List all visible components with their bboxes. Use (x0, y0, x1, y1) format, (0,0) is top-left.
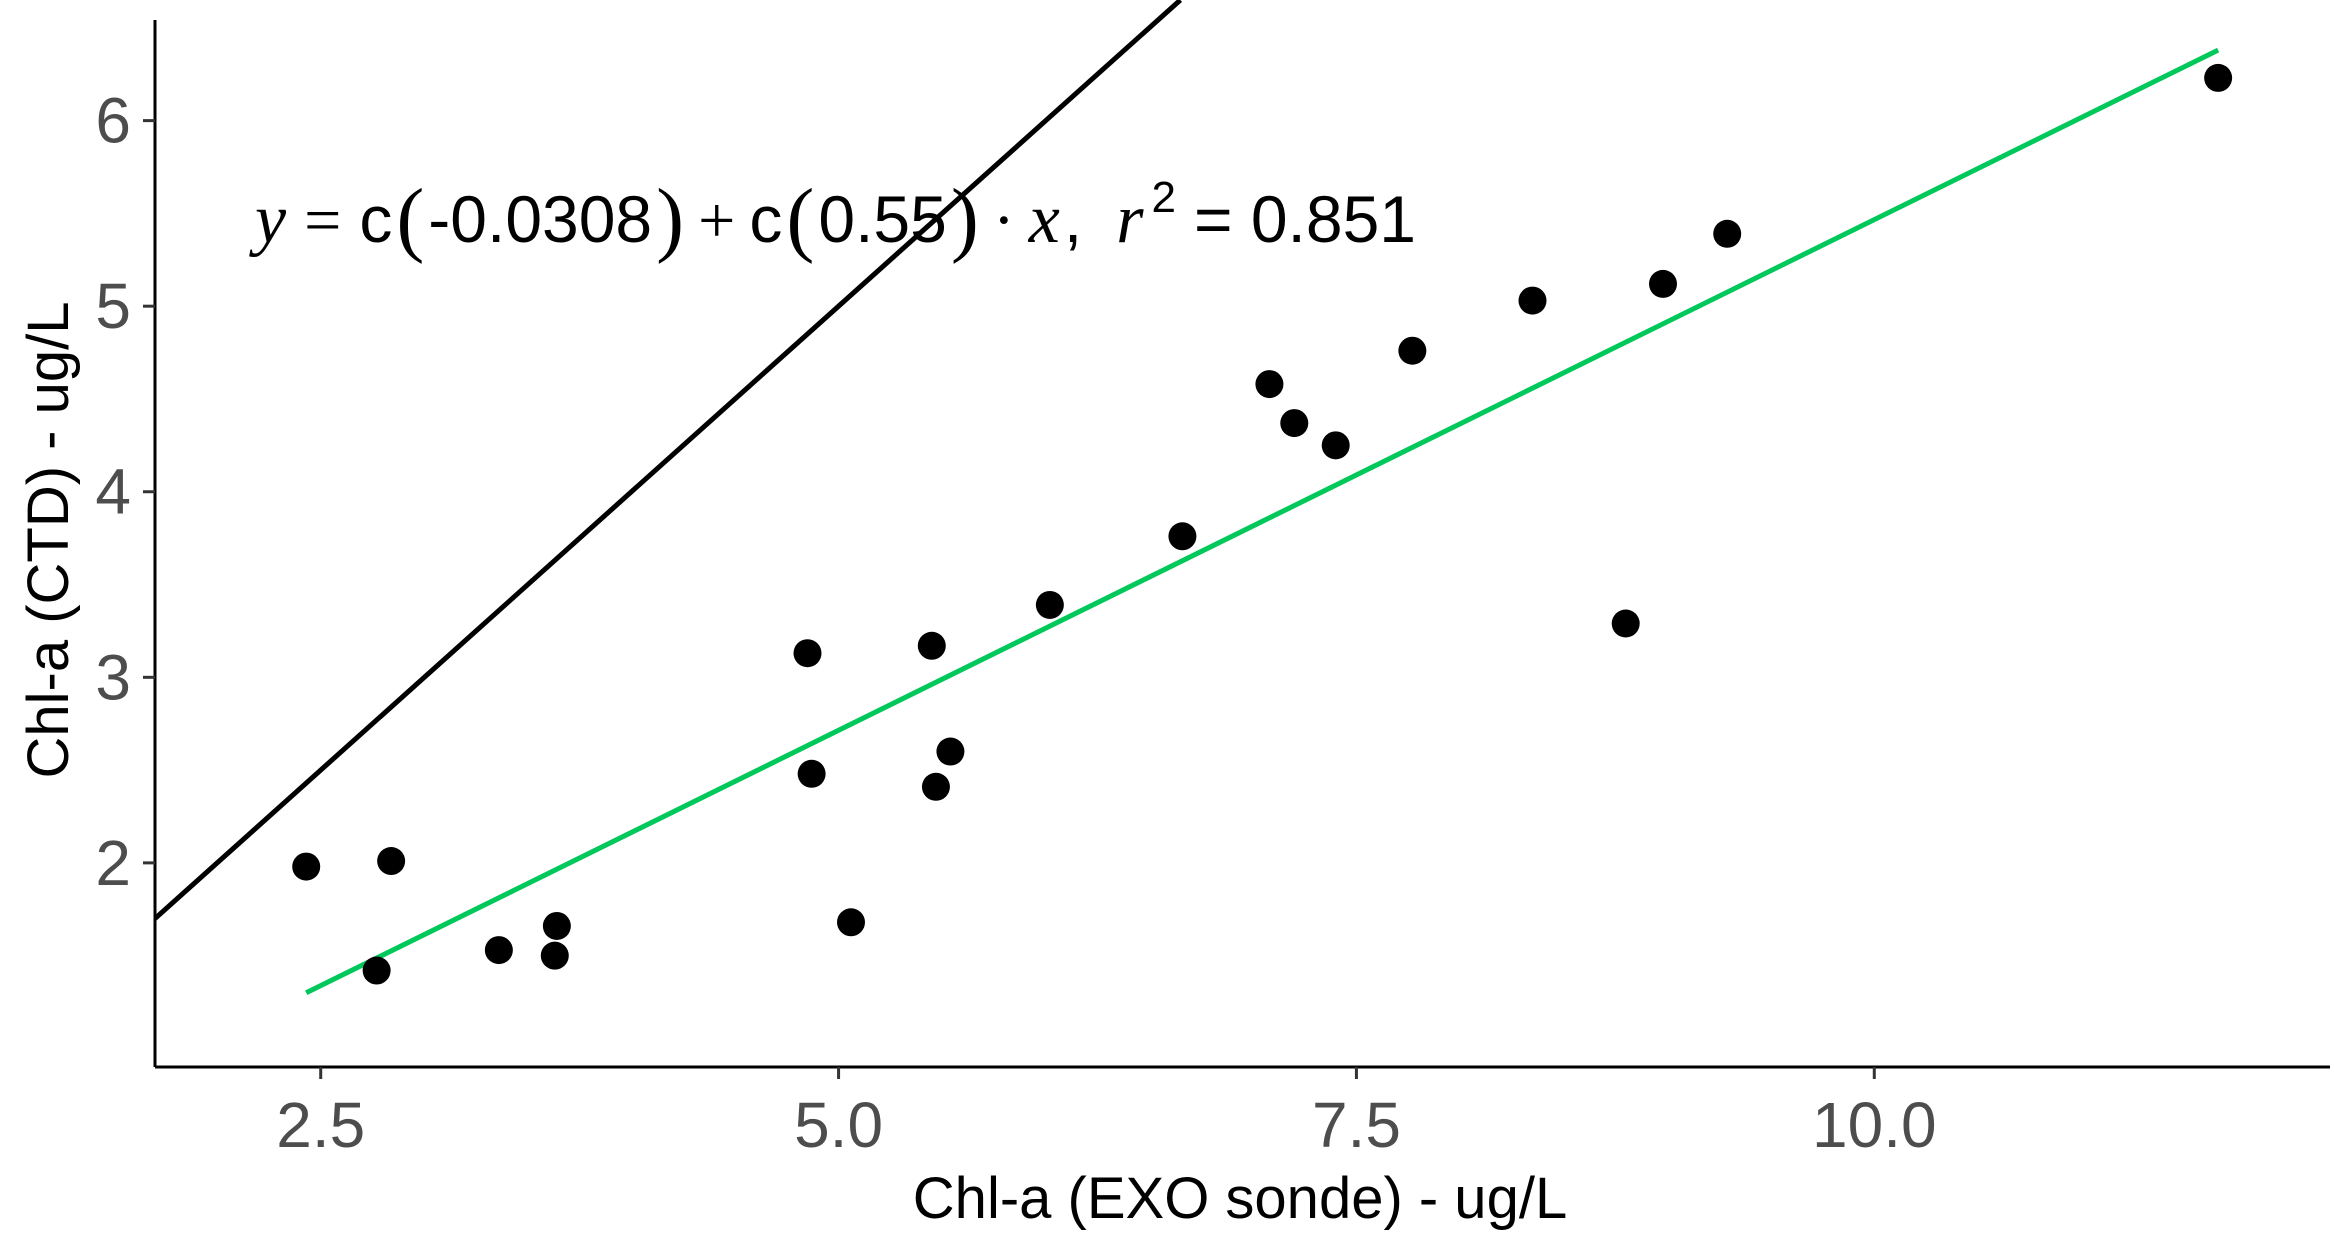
data-point (542, 911, 571, 940)
eq-coef1: -0.0308 (428, 182, 652, 256)
x-tick-label: 5.0 (794, 1089, 883, 1161)
eq-paren-open-1: ( (396, 172, 424, 265)
eq-r-value: = 0.851 (1194, 182, 1416, 256)
y-tick-label: 6 (95, 85, 131, 157)
eq-plus: + (698, 184, 735, 257)
data-point (2204, 63, 2233, 92)
eq-dot: · (993, 184, 1015, 257)
x-tick-label: 10.0 (1812, 1089, 1937, 1161)
data-point (292, 852, 321, 881)
eq-paren-close-1: ) (656, 172, 684, 265)
data-point (1035, 590, 1064, 619)
data-point (921, 772, 950, 801)
eq-y-var: y (249, 181, 287, 258)
eq-paren-open-2: ( (786, 172, 814, 265)
eq-r-sup: 2 (1151, 173, 1175, 222)
eq-c1: c (359, 182, 392, 256)
x-tick-label: 7.5 (1312, 1089, 1401, 1161)
eq-c2: c (749, 182, 782, 256)
data-point (377, 847, 406, 876)
regression-equation: y = c ( -0.0308 ) + c ( 0.55 ) · x , r 2… (249, 172, 1416, 265)
eq-r-var: r (1116, 181, 1144, 258)
data-point (1255, 370, 1284, 399)
data-point (1713, 219, 1742, 248)
y-tick-label: 2 (95, 827, 131, 899)
eq-paren-close-2: ) (951, 172, 979, 265)
data-point (362, 956, 391, 985)
data-point (1649, 269, 1677, 298)
x-axis-title: Chl-a (EXO sonde) - ug/L (913, 1166, 1567, 1231)
y-tick-label: 4 (95, 456, 131, 528)
data-point (1168, 522, 1197, 551)
y-tick-label: 3 (95, 641, 131, 713)
data-point (1280, 409, 1309, 438)
data-point (936, 737, 965, 766)
data-point (917, 631, 946, 660)
eq-x-var: x (1028, 181, 1060, 258)
eq-coef2: 0.55 (818, 182, 946, 256)
data-point (1611, 609, 1640, 638)
identity-line (155, 0, 1183, 921)
regression-line (305, 47, 2220, 996)
data-point (797, 759, 826, 788)
data-point (1321, 431, 1350, 460)
data-point (1518, 286, 1547, 315)
data-point (1398, 336, 1427, 365)
line-layer (155, 0, 2220, 996)
eq-equals: = (304, 184, 341, 257)
axes (153, 20, 2330, 1069)
ticks: 2.5 5.0 7.5 10.0 2 3 4 5 6 (95, 85, 1936, 1161)
points-layer (292, 63, 2233, 985)
y-tick-label: 5 (95, 270, 131, 342)
y-axis-title: Chl-a (CTD) - ug/L (16, 302, 81, 779)
eq-comma: , (1064, 182, 1082, 256)
data-point (837, 908, 865, 937)
data-point (793, 639, 822, 668)
data-point (484, 936, 513, 965)
x-tick-label: 2.5 (276, 1089, 365, 1161)
data-point (540, 941, 569, 970)
svg-text:y = c (: y = c ( -0.0308 ) + c ( 0.55 ) · x , r 2… (249, 172, 1416, 265)
